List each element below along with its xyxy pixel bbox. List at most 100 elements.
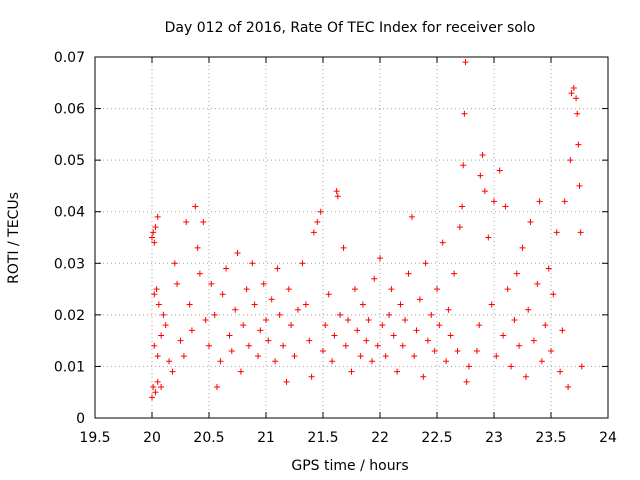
data-point bbox=[548, 347, 554, 354]
data-point bbox=[334, 193, 341, 200]
data-point bbox=[513, 270, 520, 277]
data-point bbox=[274, 265, 281, 272]
data-point bbox=[465, 363, 472, 370]
data-point bbox=[394, 368, 401, 375]
data-point bbox=[568, 90, 575, 97]
data-point bbox=[151, 291, 158, 298]
data-point bbox=[388, 286, 395, 293]
data-point bbox=[460, 162, 467, 169]
data-point bbox=[276, 311, 283, 318]
data-point bbox=[379, 322, 386, 329]
data-point bbox=[299, 260, 306, 267]
data-point bbox=[171, 260, 178, 267]
data-point bbox=[405, 270, 412, 277]
data-point bbox=[331, 332, 338, 339]
axis-ticks bbox=[94, 56, 609, 419]
data-point bbox=[272, 358, 279, 365]
data-point bbox=[397, 301, 404, 308]
data-point bbox=[456, 224, 463, 231]
data-point bbox=[434, 286, 440, 293]
x-tick-label: 22.5 bbox=[421, 430, 452, 446]
data-point bbox=[317, 208, 324, 215]
x-tick-label: 20.5 bbox=[193, 430, 224, 446]
x-tick-label: 24 bbox=[599, 430, 617, 446]
data-point bbox=[413, 327, 420, 334]
data-point bbox=[508, 363, 515, 370]
data-point bbox=[219, 291, 226, 298]
data-points bbox=[149, 59, 585, 401]
data-point bbox=[322, 322, 329, 329]
x-tick-labels: 19.5 20 20.5 21 21.5 22 22.5 23 23.5 24 bbox=[79, 430, 617, 446]
data-point bbox=[325, 291, 332, 298]
data-point bbox=[399, 342, 406, 349]
data-point bbox=[496, 167, 503, 174]
y-tick-label: 0.03 bbox=[54, 256, 85, 272]
y-tick-label: 0 bbox=[76, 411, 85, 427]
data-point bbox=[502, 203, 509, 210]
data-point bbox=[177, 337, 184, 344]
data-point bbox=[166, 358, 173, 365]
data-point bbox=[251, 301, 258, 308]
data-point bbox=[416, 296, 423, 303]
data-point bbox=[150, 384, 157, 391]
data-point bbox=[155, 301, 162, 308]
data-point bbox=[288, 322, 295, 329]
data-point bbox=[550, 291, 557, 298]
data-point bbox=[545, 265, 552, 272]
data-point bbox=[154, 353, 161, 360]
data-point bbox=[477, 172, 484, 179]
data-point bbox=[463, 378, 470, 385]
data-point bbox=[152, 224, 159, 231]
data-point bbox=[519, 244, 526, 251]
data-point bbox=[565, 384, 572, 391]
x-tick-label: 23 bbox=[485, 430, 503, 446]
data-point bbox=[428, 311, 435, 318]
data-point bbox=[445, 306, 452, 313]
data-point bbox=[538, 358, 545, 365]
data-point bbox=[249, 260, 256, 267]
data-point bbox=[226, 332, 233, 339]
data-point bbox=[559, 327, 566, 334]
data-point bbox=[240, 322, 247, 329]
data-point bbox=[436, 322, 443, 329]
data-point bbox=[542, 322, 549, 329]
data-point bbox=[573, 95, 580, 102]
data-point bbox=[228, 347, 235, 354]
data-point bbox=[306, 337, 313, 344]
data-point bbox=[285, 286, 292, 293]
data-point bbox=[160, 311, 167, 318]
y-tick-labels: 0 0.01 0.02 0.03 0.04 0.05 0.06 0.07 bbox=[54, 50, 85, 427]
data-point bbox=[377, 255, 383, 262]
data-point bbox=[420, 373, 427, 380]
data-point bbox=[488, 301, 495, 308]
data-point bbox=[333, 188, 340, 195]
data-point bbox=[534, 280, 541, 287]
data-point bbox=[162, 322, 169, 329]
chart-title: Day 012 of 2016, Rate Of TEC Index for r… bbox=[165, 20, 536, 36]
x-tick-label: 19.5 bbox=[79, 430, 110, 446]
data-point bbox=[374, 342, 381, 349]
data-point bbox=[202, 317, 209, 324]
data-point bbox=[206, 342, 212, 349]
data-point bbox=[291, 353, 298, 360]
data-point bbox=[459, 203, 466, 210]
data-point bbox=[245, 342, 252, 349]
data-point bbox=[150, 229, 157, 236]
y-tick-label: 0.06 bbox=[54, 102, 85, 118]
x-axis-label: GPS time / hours bbox=[291, 458, 408, 474]
data-point bbox=[232, 306, 239, 313]
data-point bbox=[223, 265, 230, 272]
grid bbox=[95, 57, 608, 418]
data-point bbox=[268, 296, 275, 303]
data-point bbox=[431, 347, 438, 354]
data-point bbox=[196, 270, 203, 277]
data-point bbox=[158, 384, 165, 391]
data-point bbox=[461, 110, 468, 117]
data-point bbox=[180, 353, 187, 360]
data-point bbox=[522, 373, 529, 380]
data-point bbox=[152, 389, 159, 396]
data-point bbox=[561, 198, 568, 205]
data-point bbox=[200, 219, 207, 226]
y-tick-label: 0.02 bbox=[54, 308, 85, 324]
data-point bbox=[390, 332, 397, 339]
